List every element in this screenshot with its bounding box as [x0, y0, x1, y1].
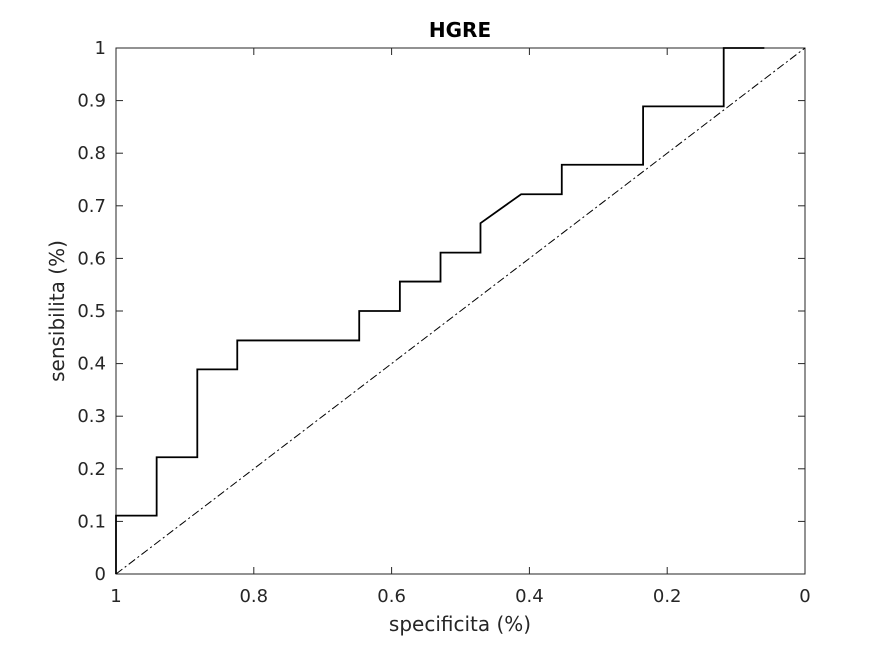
x-tick-label: 0.2 [653, 586, 682, 607]
x-tick-label: 0.4 [515, 586, 544, 607]
x-tick-label: 0 [799, 586, 810, 607]
y-tick-label: 0 [95, 564, 106, 585]
x-axis-label: specificita (%) [389, 612, 531, 636]
y-tick-label: 0.7 [77, 196, 106, 217]
y-tick-label: 0.2 [77, 459, 106, 480]
y-tick-label: 0.9 [77, 91, 106, 112]
y-tick-label: 0.3 [77, 406, 106, 427]
y-tick-label: 0.6 [77, 248, 106, 269]
y-tick-label: 0.4 [77, 354, 106, 375]
x-tick-label: 1 [110, 586, 121, 607]
x-tick-label: 0.6 [377, 586, 406, 607]
y-axis-label: sensibilita (%) [45, 240, 69, 382]
reference-diagonal [115, 47, 806, 575]
y-tick-label: 0.1 [77, 511, 106, 532]
y-tick-label: 0.8 [77, 143, 106, 164]
x-tick-label: 0.8 [239, 586, 268, 607]
y-tick-label: 0.5 [77, 301, 106, 322]
roc-curve [115, 47, 765, 574]
chart-title: HGRE [429, 18, 491, 42]
series-group [115, 47, 806, 575]
axis-ticks: 1 0.8 0.6 0.4 0.2 0 0 0.1 0.2 0.3 0.4 0.5 0.6 0.7 0.8 0… [77, 38, 810, 607]
y-tick-label: 1 [95, 38, 106, 59]
